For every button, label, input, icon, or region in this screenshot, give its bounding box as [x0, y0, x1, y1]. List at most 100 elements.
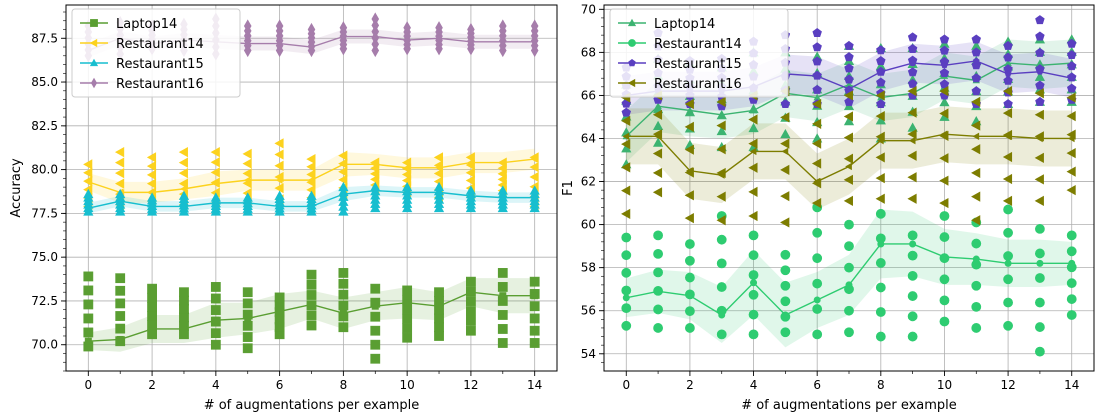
- restaurant14-mean-point: [909, 240, 917, 248]
- restaurant14-run-point: [1066, 278, 1077, 289]
- x-tick-label: 10: [937, 378, 952, 392]
- restaurant15-run-point: [971, 73, 982, 83]
- laptop14-run-point: [338, 322, 349, 333]
- laptop14-run-point: [529, 313, 540, 324]
- restaurant16-run-point: [971, 120, 981, 131]
- laptop14-run-point: [338, 268, 349, 278]
- restaurant16-run-point: [811, 138, 822, 149]
- legend-marker-restaurant15: [628, 59, 636, 67]
- restaurant14-mean-point: [498, 158, 506, 167]
- restaurant14-run-point: [907, 291, 918, 301]
- restaurant14-run-point: [83, 167, 93, 178]
- restaurant16-run-point: [780, 191, 790, 202]
- restaurant15-run-point: [939, 68, 950, 78]
- x-tick-label: 12: [463, 378, 478, 392]
- restaurant14-run-point: [844, 262, 854, 273]
- laptop14-run-point: [466, 296, 476, 307]
- accuracy-y-axis-label: Accuracy: [9, 158, 24, 218]
- restaurant15-mean-point: [1004, 70, 1012, 77]
- laptop14-mean-point: [654, 102, 662, 110]
- restaurant14-run-point: [685, 255, 695, 266]
- legend-marker-restaurant16: [627, 78, 636, 88]
- laptop14-run-point: [338, 300, 349, 311]
- restaurant14-run-point: [1003, 320, 1013, 331]
- restaurant16-run-point: [403, 21, 411, 35]
- legend-label-restaurant15: Restaurant15: [654, 57, 742, 72]
- restaurant14-band: [626, 209, 1072, 348]
- restaurant14-run-point: [338, 166, 348, 177]
- y-tick-label: 87.5: [31, 31, 58, 45]
- laptop14-run-point: [274, 292, 285, 303]
- restaurant14-run-point: [1035, 297, 1045, 308]
- restaurant14-run-point: [1035, 322, 1045, 332]
- restaurant14-run-point: [529, 171, 539, 183]
- y-tick-label: 58: [581, 261, 596, 275]
- restaurant16-run-point: [811, 118, 822, 129]
- restaurant14-run-point: [685, 306, 695, 317]
- restaurant16-run-point: [684, 213, 694, 224]
- restaurant16-run-point: [811, 197, 822, 209]
- laptop14-run-point: [210, 293, 221, 304]
- restaurant15-run-point: [971, 34, 982, 44]
- restaurant16-run-point: [843, 174, 853, 185]
- y-tick-label: 66: [581, 88, 596, 102]
- restaurant14-run-point: [907, 331, 918, 342]
- laptop14-run-point: [652, 137, 664, 147]
- restaurant14-run-point: [971, 238, 982, 249]
- restaurant14-run-point: [306, 153, 316, 165]
- y-tick-label: 54: [581, 347, 596, 361]
- restaurant15-mean-point: [941, 61, 948, 69]
- restaurant14-run-point: [465, 175, 475, 186]
- restaurant15-run-point: [812, 28, 822, 38]
- restaurant15-mean-point: [1068, 74, 1076, 82]
- restaurant14-run-point: [812, 227, 823, 238]
- restaurant14-run-point: [146, 169, 157, 180]
- restaurant15-run-point: [844, 63, 854, 73]
- restaurant16-run-point: [875, 90, 885, 101]
- y-tick-label: 64: [581, 131, 596, 145]
- laptop14-run-point: [242, 320, 253, 331]
- laptop14-run-point: [370, 283, 381, 294]
- restaurant16-run-point: [875, 110, 885, 122]
- x-tick-label: 6: [276, 378, 284, 392]
- restaurant14-run-point: [875, 307, 886, 317]
- restaurant16-run-point: [1066, 148, 1076, 159]
- restaurant15-mean-point: [435, 188, 443, 196]
- restaurant16-run-point: [1034, 88, 1044, 99]
- laptop14-run-point: [179, 287, 189, 298]
- restaurant14-run-point: [685, 239, 695, 249]
- restaurant14-run-point: [812, 304, 823, 314]
- y-tick-label: 56: [581, 304, 596, 318]
- y-tick-label: 60: [581, 218, 596, 232]
- restaurant16-run-point: [467, 22, 475, 37]
- restaurant14-run-point: [621, 303, 632, 314]
- restaurant16-run-point: [1002, 195, 1013, 207]
- restaurant14-run-point: [685, 272, 695, 283]
- x-tick-label: 6: [813, 378, 821, 392]
- restaurant14-mean-point: [750, 279, 758, 287]
- restaurant14-run-point: [210, 167, 220, 178]
- laptop14-run-point: [748, 122, 759, 133]
- restaurant16-mean-point: [531, 37, 538, 47]
- restaurant16-run-point: [971, 215, 981, 226]
- laptop14-run-point: [147, 311, 157, 321]
- restaurant14-run-point: [242, 148, 252, 159]
- restaurant15-run-point: [907, 78, 918, 88]
- restaurant15-mean-point: [813, 72, 821, 79]
- restaurant14-run-point: [939, 316, 950, 327]
- laptop14-mean-point: [180, 325, 188, 333]
- restaurant15-mean-point: [148, 202, 156, 210]
- restaurant15-run-point: [876, 77, 886, 87]
- f1-x-axis-label: # of augmentations per example: [741, 398, 957, 413]
- restaurant15-run-point: [1066, 61, 1077, 71]
- restaurant16-run-point: [748, 162, 758, 173]
- laptop14-run-point: [179, 312, 189, 323]
- restaurant16-mean-point: [749, 147, 757, 156]
- restaurant15-run-point: [1066, 49, 1077, 59]
- restaurant14-run-point: [210, 157, 220, 168]
- restaurant16-run-point: [907, 172, 917, 183]
- restaurant16-run-point: [748, 138, 758, 149]
- restaurant14-run-point: [844, 219, 854, 230]
- restaurant15-mean-point: [180, 202, 188, 210]
